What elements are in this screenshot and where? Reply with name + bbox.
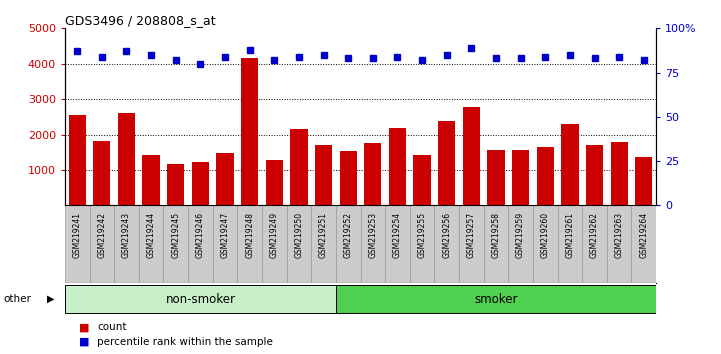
Bar (459, 205, 484, 283)
Bar (114, 205, 138, 283)
Bar (93, 141, 110, 205)
Text: GSM219259: GSM219259 (516, 212, 525, 258)
Bar (607, 205, 632, 283)
Text: GSM219251: GSM219251 (319, 212, 328, 258)
Bar (385, 205, 410, 283)
Text: GSM219264: GSM219264 (640, 212, 648, 258)
Bar (237, 205, 262, 283)
Text: GSM219248: GSM219248 (245, 212, 254, 258)
Text: GSM219255: GSM219255 (417, 212, 427, 258)
Text: GSM219257: GSM219257 (467, 212, 476, 258)
Text: GSM219242: GSM219242 (97, 212, 106, 258)
Text: GSM219243: GSM219243 (122, 212, 131, 258)
Bar (557, 205, 583, 283)
Bar (434, 205, 459, 283)
Bar (484, 205, 508, 283)
Text: GSM219262: GSM219262 (590, 212, 599, 258)
Bar (192, 162, 209, 205)
Bar (68, 115, 86, 205)
Bar (635, 157, 653, 205)
Bar (533, 205, 557, 283)
Text: count: count (97, 322, 127, 332)
Bar (315, 145, 332, 205)
Bar (410, 205, 434, 283)
Bar (262, 205, 286, 283)
Bar (286, 205, 311, 283)
Bar (336, 285, 656, 314)
Bar (188, 205, 213, 283)
Text: GSM219244: GSM219244 (146, 212, 156, 258)
Bar (438, 121, 456, 205)
Text: GSM219245: GSM219245 (172, 212, 180, 258)
Bar (512, 150, 529, 205)
Text: GSM219246: GSM219246 (196, 212, 205, 258)
Bar (611, 142, 628, 205)
Bar (364, 143, 381, 205)
Bar (311, 205, 336, 283)
Bar (291, 129, 308, 205)
Bar (463, 107, 480, 205)
Bar (241, 58, 258, 205)
Bar (65, 285, 336, 314)
Bar (389, 128, 406, 205)
Bar (167, 164, 185, 205)
Text: GSM219263: GSM219263 (615, 212, 624, 258)
Text: GSM219254: GSM219254 (393, 212, 402, 258)
Bar (138, 205, 164, 283)
Bar (508, 205, 533, 283)
Bar (561, 124, 578, 205)
Text: non-smoker: non-smoker (165, 293, 235, 306)
Bar (265, 160, 283, 205)
Bar (213, 205, 237, 283)
Bar (118, 113, 135, 205)
Text: GSM219252: GSM219252 (344, 212, 353, 258)
Bar (216, 153, 234, 205)
Bar (164, 205, 188, 283)
Text: GDS3496 / 208808_s_at: GDS3496 / 208808_s_at (65, 14, 216, 27)
Text: GSM219256: GSM219256 (442, 212, 451, 258)
Text: GSM219261: GSM219261 (565, 212, 575, 258)
Bar (536, 147, 554, 205)
Text: percentile rank within the sample: percentile rank within the sample (97, 337, 273, 347)
Bar (487, 150, 505, 205)
Text: ▶: ▶ (47, 294, 54, 304)
Text: GSM219249: GSM219249 (270, 212, 279, 258)
Bar (632, 205, 656, 283)
Bar (65, 205, 89, 283)
Bar (413, 155, 430, 205)
Text: ■: ■ (79, 337, 90, 347)
Bar (336, 205, 360, 283)
Bar (143, 155, 160, 205)
Text: GSM219260: GSM219260 (541, 212, 549, 258)
Bar (583, 205, 607, 283)
Bar (586, 145, 603, 205)
Bar (360, 205, 385, 283)
Text: GSM219241: GSM219241 (73, 212, 81, 258)
Bar (340, 151, 357, 205)
Text: GSM219258: GSM219258 (492, 212, 500, 258)
Bar (89, 205, 114, 283)
Text: GSM219250: GSM219250 (294, 212, 304, 258)
Text: GSM219253: GSM219253 (368, 212, 377, 258)
Text: other: other (4, 294, 32, 304)
Text: smoker: smoker (474, 293, 518, 306)
Text: GSM219247: GSM219247 (221, 212, 229, 258)
Text: ■: ■ (79, 322, 90, 332)
